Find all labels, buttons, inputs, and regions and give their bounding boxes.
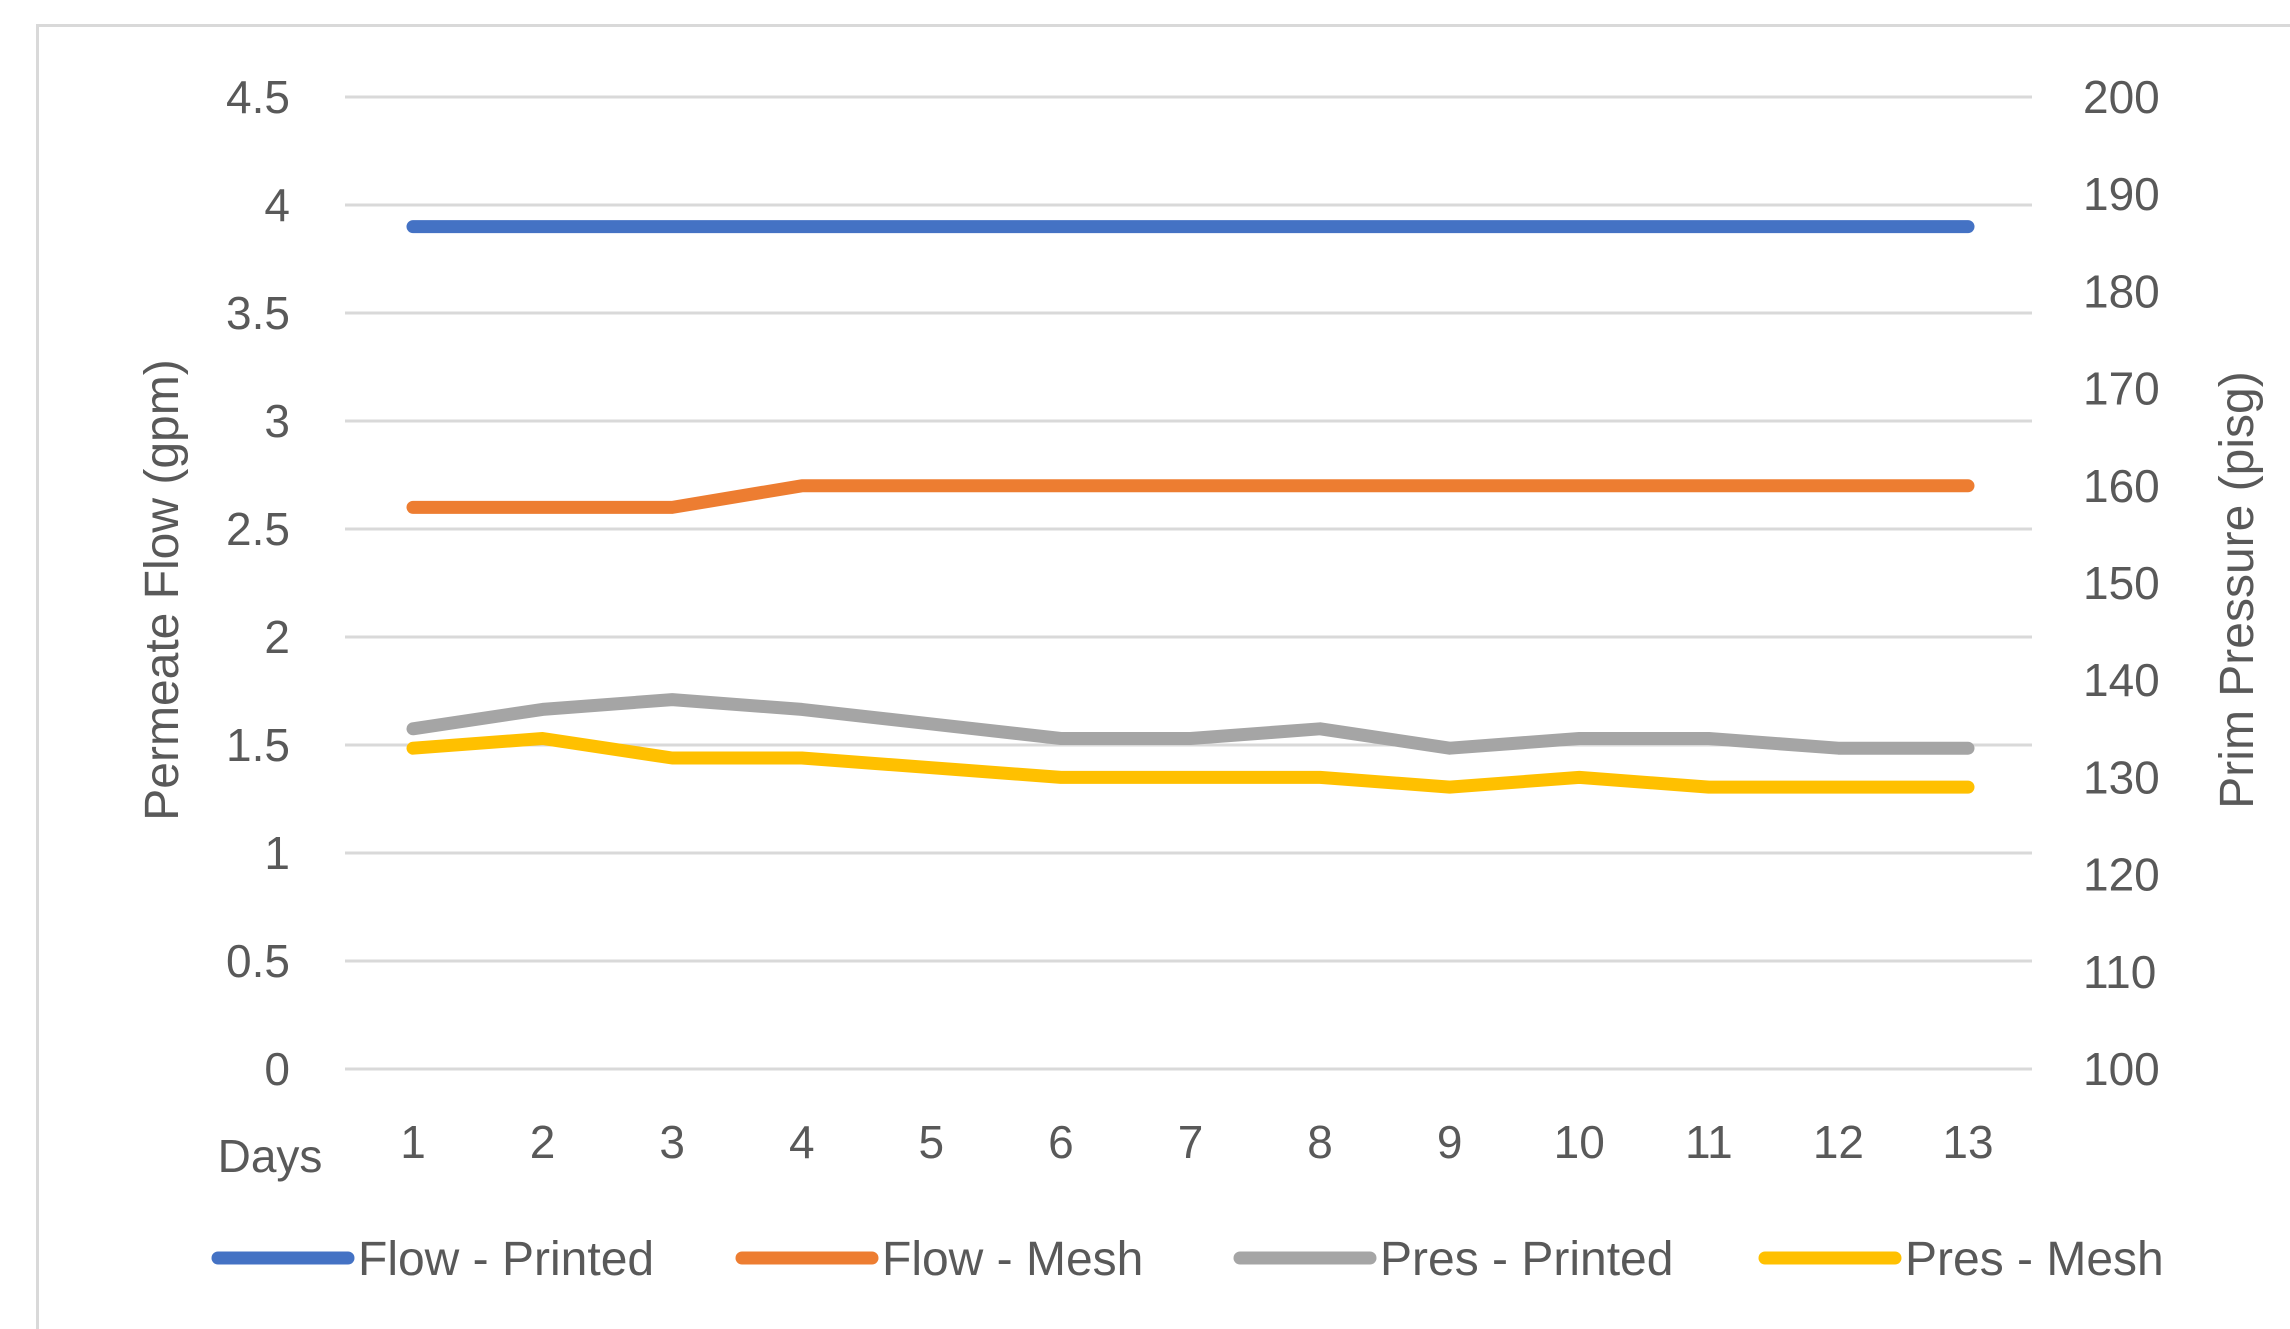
x-tick-label: 5 <box>919 1116 945 1168</box>
y-right-tick-label: 120 <box>2083 849 2160 901</box>
y-right-tick-label: 190 <box>2083 168 2160 220</box>
gridlines <box>345 95 2032 1071</box>
y-left-tick-label: 1.5 <box>226 719 290 771</box>
series-line-pres-printed <box>406 693 1975 755</box>
y-right-tick-label: 180 <box>2083 265 2160 317</box>
x-axis-title: Days <box>218 1130 323 1182</box>
x-tick-label: 7 <box>1178 1116 1204 1168</box>
y-left-tick-label: 3 <box>264 395 290 447</box>
legend-label: Flow - Mesh <box>882 1233 1143 1286</box>
x-axis-ticks: 1 2 3 4 5 6 7 8 9 10 11 12 13 <box>400 1116 1993 1168</box>
right-axis-ticks: 100 110 120 130 140 150 160 170 180 190 200 <box>2083 71 2160 1095</box>
y-left-tick-label: 4.5 <box>226 71 290 123</box>
series-line-pres-mesh <box>406 732 1975 794</box>
x-tick-label: 11 <box>1685 1116 1733 1168</box>
x-tick-label: 3 <box>659 1116 685 1168</box>
x-tick-label: 8 <box>1307 1116 1333 1168</box>
x-tick-label: 4 <box>789 1116 815 1168</box>
y-axis-right-title: Prim Pressure (pisg) <box>2211 371 2264 808</box>
y-right-tick-label: 130 <box>2083 751 2160 803</box>
y-left-tick-label: 4 <box>264 179 290 231</box>
y-right-tick-label: 150 <box>2083 557 2160 609</box>
y-right-tick-label: 110 <box>2083 946 2156 998</box>
x-tick-label: 1 <box>400 1116 426 1168</box>
y-right-tick-label: 170 <box>2083 363 2160 415</box>
y-axis-left-title: Permeate Flow (gpm) <box>136 359 189 820</box>
y-left-tick-label: 0 <box>264 1043 290 1095</box>
series-lines <box>406 220 1975 794</box>
legend-label: Pres - Mesh <box>1905 1233 2164 1286</box>
left-axis-ticks: 0 0.5 1 1.5 2 2.5 3 3.5 4 4.5 <box>226 71 290 1095</box>
legend-label: Flow - Printed <box>358 1233 654 1286</box>
y-right-tick-label: 200 <box>2083 71 2160 123</box>
y-right-tick-label: 140 <box>2083 654 2160 706</box>
legend: Flow - Printed Flow - Mesh Pres - Printed P… <box>211 1233 2164 1286</box>
y-left-tick-label: 3.5 <box>226 287 290 339</box>
x-tick-label: 12 <box>1813 1116 1864 1168</box>
x-tick-label: 13 <box>1942 1116 1993 1168</box>
series-line-flow-mesh <box>406 479 1975 514</box>
x-tick-label: 10 <box>1554 1116 1605 1168</box>
x-tick-label: 6 <box>1048 1116 1074 1168</box>
y-left-tick-label: 1 <box>264 827 290 879</box>
legend-label: Pres - Printed <box>1380 1233 1673 1286</box>
y-left-tick-label: 0.5 <box>226 935 290 987</box>
x-tick-label: 9 <box>1437 1116 1463 1168</box>
y-right-tick-label: 160 <box>2083 460 2160 512</box>
x-tick-label: 2 <box>530 1116 556 1168</box>
y-left-tick-label: 2 <box>264 611 290 663</box>
y-right-tick-label: 100 <box>2083 1043 2160 1095</box>
chart-frame <box>36 24 2290 1329</box>
y-left-tick-label: 2.5 <box>226 503 290 555</box>
